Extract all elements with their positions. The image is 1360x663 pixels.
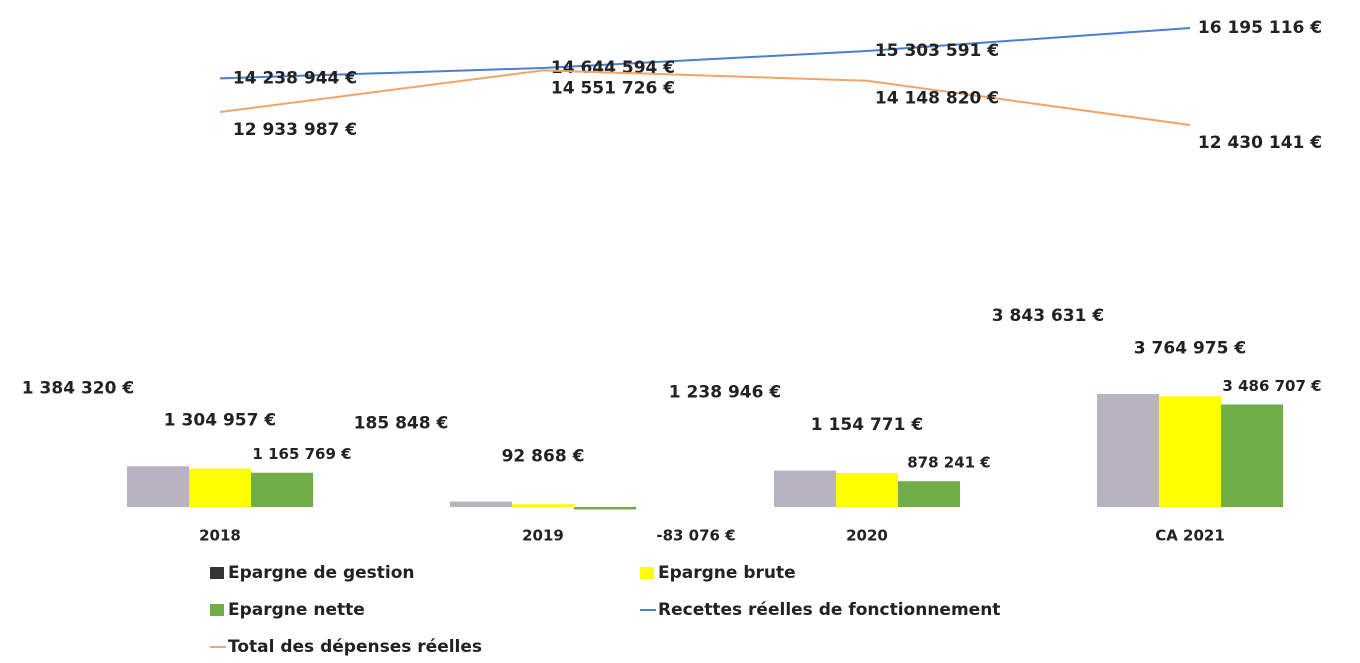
bar-value-label: 3 764 975 € <box>1134 338 1246 358</box>
line-value-label: 12 430 141 € <box>1198 133 1322 153</box>
bar-value-label: 1 384 320 € <box>22 378 134 398</box>
bar-value-label: 1 154 771 € <box>811 415 923 435</box>
bar <box>512 504 574 507</box>
line-value-label: 14 551 726 € <box>551 78 675 98</box>
legend-label: Total des dépenses réelles <box>228 637 482 657</box>
legend-label: Epargne de gestion <box>228 563 415 583</box>
line-value-label: 14 238 944 € <box>233 68 357 88</box>
legend-swatch <box>640 567 654 579</box>
legend-label: Epargne brute <box>658 563 796 583</box>
legend-swatch <box>210 567 224 579</box>
bar <box>774 470 836 507</box>
bar <box>1221 404 1283 507</box>
bar <box>1159 396 1221 507</box>
bar <box>189 468 251 507</box>
line-value-label: 16 195 116 € <box>1198 18 1322 38</box>
bar <box>836 473 898 507</box>
bar-value-label: 92 868 € <box>502 446 585 466</box>
bar <box>127 466 189 507</box>
bar <box>898 481 960 507</box>
legend-swatch <box>210 604 224 616</box>
bar-value-label: 3 486 707 € <box>1222 377 1321 395</box>
line-value-label: 12 933 987 € <box>233 120 357 140</box>
line-value-label: 14 148 820 € <box>875 89 999 109</box>
x-tick-label: 2019 <box>522 527 564 545</box>
bar-value-label: 1 165 769 € <box>252 445 351 463</box>
line <box>219 69 1191 126</box>
legend-label: Epargne nette <box>228 600 365 620</box>
bar <box>450 501 512 507</box>
bar <box>251 472 313 507</box>
legend-label: Recettes réelles de fonctionnement <box>658 600 1000 620</box>
bar-value-label: 1 304 957 € <box>164 411 276 431</box>
line <box>219 27 1191 80</box>
bar-value-label: -83 076 € <box>656 527 735 545</box>
bar-value-label: 185 848 € <box>354 414 449 434</box>
bar-value-label: 878 241 € <box>907 454 991 472</box>
bar-value-label: 1 238 946 € <box>669 383 781 403</box>
bar <box>574 507 636 510</box>
x-tick-label: 2018 <box>199 527 241 545</box>
bar <box>1097 394 1159 507</box>
line-value-label: 15 303 591 € <box>875 41 999 61</box>
bar-value-label: 3 843 631 € <box>992 306 1104 326</box>
x-tick-label: CA 2021 <box>1155 527 1225 545</box>
x-tick-label: 2020 <box>846 527 888 545</box>
